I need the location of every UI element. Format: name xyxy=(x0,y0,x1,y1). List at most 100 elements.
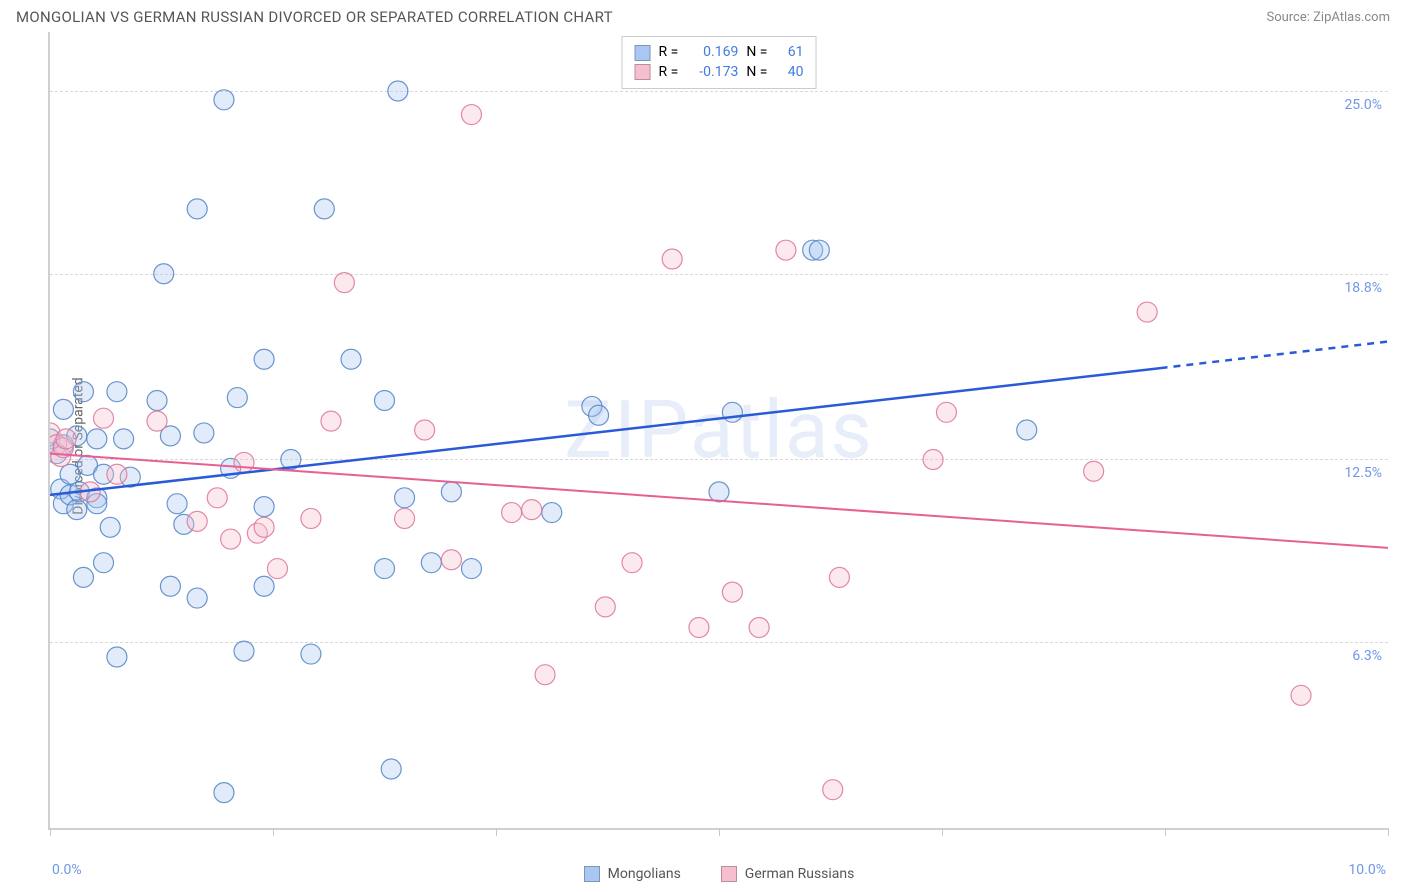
point-pink xyxy=(415,420,435,440)
point-pink xyxy=(622,553,642,573)
point-pink xyxy=(221,529,241,549)
point-pink xyxy=(94,408,114,428)
legend-series-label: German Russians xyxy=(745,866,855,882)
point-pink xyxy=(395,508,415,528)
point-blue xyxy=(107,382,127,402)
xtick xyxy=(1165,828,1166,836)
point-pink xyxy=(923,449,943,469)
point-blue xyxy=(214,90,234,110)
point-pink xyxy=(107,464,127,484)
point-blue xyxy=(709,482,729,502)
legend-series-label: Mongolians xyxy=(608,866,681,882)
point-pink xyxy=(147,411,167,431)
point-pink xyxy=(722,582,742,602)
legend-swatch xyxy=(635,64,651,80)
point-blue xyxy=(94,553,114,573)
legend-r-value: 0.169 xyxy=(686,43,738,63)
legend-swatch xyxy=(635,45,651,61)
legend-series-item: Mongolians xyxy=(584,866,681,882)
point-pink xyxy=(936,402,956,422)
point-pink xyxy=(267,559,287,579)
point-blue xyxy=(154,264,174,284)
point-blue xyxy=(542,503,562,523)
point-blue xyxy=(589,405,609,425)
point-pink xyxy=(321,411,341,431)
point-blue xyxy=(227,388,247,408)
point-blue xyxy=(441,482,461,502)
point-pink xyxy=(301,508,321,528)
point-pink xyxy=(254,517,274,537)
point-blue xyxy=(114,429,134,449)
xtick xyxy=(496,828,497,836)
legend-r-value: -0.173 xyxy=(686,63,738,83)
xtick xyxy=(273,828,274,836)
point-blue xyxy=(461,559,481,579)
point-pink xyxy=(1084,461,1104,481)
point-blue xyxy=(254,349,274,369)
legend-n-value: 61 xyxy=(775,43,803,63)
point-blue xyxy=(160,576,180,596)
point-blue xyxy=(167,494,187,514)
legend-correlation-row: R = 0.169 N = 61 xyxy=(635,43,804,63)
point-blue xyxy=(100,517,120,537)
legend-correlation-row: R = -0.173 N = 40 xyxy=(635,63,804,83)
point-blue xyxy=(73,382,93,402)
point-blue xyxy=(254,497,274,517)
legend-series: Mongolians German Russians xyxy=(50,866,1388,882)
xtick xyxy=(50,828,51,836)
point-pink xyxy=(502,503,522,523)
xtick-label-left: 0.0% xyxy=(52,862,82,878)
point-blue xyxy=(341,349,361,369)
point-pink xyxy=(595,597,615,617)
point-blue xyxy=(254,576,274,596)
point-blue xyxy=(194,423,214,443)
point-blue xyxy=(234,641,254,661)
point-pink xyxy=(334,273,354,293)
point-blue xyxy=(67,500,87,520)
point-pink xyxy=(187,511,207,531)
legend-correlation: R = 0.169 N = 61 R = -0.173 N = 40 xyxy=(622,36,817,89)
point-blue xyxy=(87,429,107,449)
point-pink xyxy=(829,567,849,587)
trendline-blue xyxy=(50,368,1161,495)
legend-n-label: N = xyxy=(746,43,767,63)
point-blue xyxy=(314,199,334,219)
source-link[interactable]: ZipAtlas.com xyxy=(1313,10,1390,25)
point-pink xyxy=(441,550,461,570)
point-pink xyxy=(461,105,481,125)
point-blue xyxy=(722,402,742,422)
xtick xyxy=(1388,828,1389,836)
point-blue xyxy=(73,567,93,587)
point-pink xyxy=(535,665,555,685)
point-blue xyxy=(107,647,127,667)
legend-r-label: R = xyxy=(659,63,679,83)
point-pink xyxy=(776,240,796,260)
chart-area: ZIPatlas R = 0.169 N = 61 R = -0.173 N =… xyxy=(48,32,1388,830)
point-blue xyxy=(147,391,167,411)
point-pink xyxy=(823,780,843,800)
xtick xyxy=(719,828,720,836)
legend-series-item: German Russians xyxy=(721,866,855,882)
point-blue xyxy=(809,240,829,260)
point-blue xyxy=(375,559,395,579)
legend-n-value: 40 xyxy=(775,63,803,83)
legend-swatch xyxy=(721,866,737,882)
chart-title: MONGOLIAN VS GERMAN RUSSIAN DIVORCED OR … xyxy=(16,8,613,26)
point-blue xyxy=(301,644,321,664)
xtick xyxy=(942,828,943,836)
point-blue xyxy=(214,783,234,803)
source-label: Source: ZipAtlas.com xyxy=(1266,10,1390,25)
scatter-plot-svg xyxy=(50,32,1388,828)
point-blue xyxy=(187,588,207,608)
point-blue xyxy=(381,759,401,779)
point-blue xyxy=(53,399,73,419)
point-blue xyxy=(395,488,415,508)
legend-n-label: N = xyxy=(746,63,767,83)
point-blue xyxy=(375,391,395,411)
point-pink xyxy=(522,500,542,520)
point-pink xyxy=(1291,685,1311,705)
point-pink xyxy=(662,249,682,269)
point-blue xyxy=(187,199,207,219)
xtick-label-right: 10.0% xyxy=(1348,862,1386,878)
point-pink xyxy=(1137,302,1157,322)
